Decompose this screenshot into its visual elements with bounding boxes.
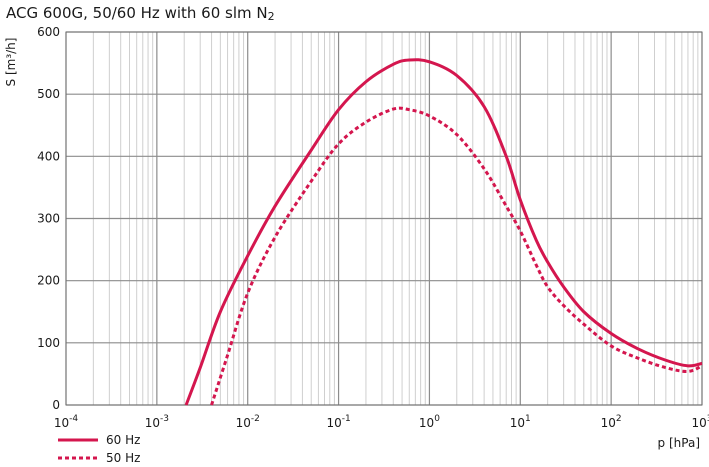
y-tick-label: 600: [37, 25, 60, 39]
y-axis-label: S [m³/h]: [4, 38, 18, 87]
y-tick-label: 100: [37, 336, 60, 350]
x-tick-label: 100: [419, 414, 440, 430]
y-tick-labels: 0 100 200 300 400 500 600: [37, 25, 60, 412]
x-tick-label: 10-3: [145, 414, 169, 430]
y-tick-label: 200: [37, 274, 60, 288]
x-tick-label: 10-2: [236, 414, 260, 430]
series-layer: [184, 58, 703, 406]
chart-title: ACG 600G, 50/60 Hz with 60 slm N2: [6, 4, 275, 23]
legend-label-50hz: 50 Hz: [106, 451, 140, 465]
plot-frame: [65, 31, 703, 406]
x-tick-label: 102: [601, 414, 622, 430]
legend-label-60hz: 60 Hz: [106, 433, 140, 447]
x-tick-label: 103: [691, 414, 709, 430]
y-tick-label: 300: [37, 212, 60, 226]
y-tick-label: 400: [37, 149, 60, 163]
x-tick-label: 101: [510, 414, 531, 430]
y-tick-label: 500: [37, 87, 60, 101]
y-tick-label: 0: [52, 398, 60, 412]
legend: 60 Hz 50 Hz: [58, 433, 140, 465]
x-tick-label: 10-1: [326, 414, 350, 430]
x-axis-label: p [hPa]: [658, 436, 700, 450]
series-line-50hz: [210, 106, 703, 406]
series-line-60hz: [184, 58, 703, 406]
x-tick-label: 10-4: [54, 414, 79, 430]
x-tick-labels: 10-4 10-3 10-2 10-1 100 101 102 103: [54, 414, 709, 430]
